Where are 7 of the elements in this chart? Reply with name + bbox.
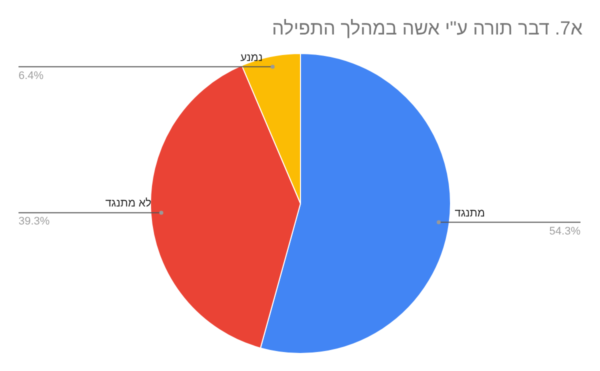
slice-label: לא מתנגד [105, 198, 152, 210]
slice-label: מתנגד [454, 207, 485, 220]
slice-label: נמנע [240, 52, 263, 64]
data-label: 39.3% [18, 216, 50, 228]
chart-title: א7. דבר תורה ע"י אשה במהלך התפילה [272, 18, 583, 40]
data-label: 6.4% [18, 70, 44, 82]
data-label: 54.3% [549, 225, 581, 238]
